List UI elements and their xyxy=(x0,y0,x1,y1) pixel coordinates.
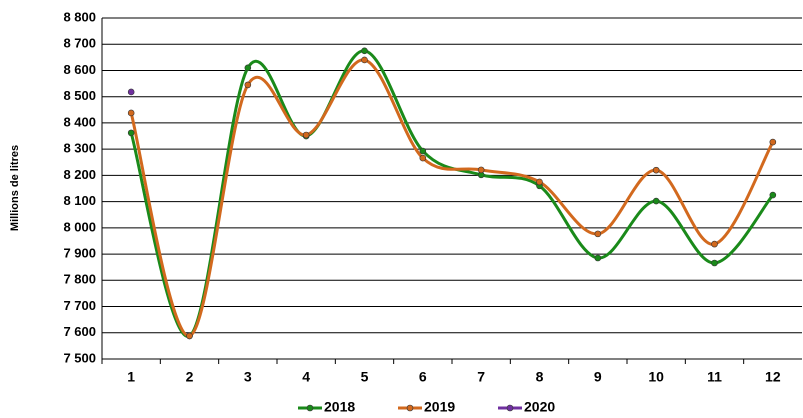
point xyxy=(711,259,718,267)
point xyxy=(361,56,368,64)
legend-label: 2020 xyxy=(524,399,555,415)
point xyxy=(594,254,602,262)
x-tick-label: 4 xyxy=(302,369,310,385)
point xyxy=(536,178,543,186)
point xyxy=(419,147,427,155)
point xyxy=(477,166,485,174)
point xyxy=(711,240,718,248)
x-tick-label: 9 xyxy=(594,369,602,385)
y-axis-title: Millions de litres xyxy=(9,145,21,231)
legend-marker xyxy=(506,404,514,412)
y-tick-label: 8 100 xyxy=(63,193,96,208)
y-tick-label: 7 500 xyxy=(63,350,96,365)
y-tick-label: 7 900 xyxy=(63,246,96,261)
x-tick-label: 7 xyxy=(477,369,485,385)
point xyxy=(244,64,252,72)
y-tick-label: 7 600 xyxy=(63,324,96,339)
point xyxy=(361,47,368,55)
point xyxy=(127,109,135,117)
point xyxy=(127,88,135,96)
legend-marker xyxy=(406,404,414,412)
series-line xyxy=(129,58,775,338)
y-tick-label: 7 800 xyxy=(63,272,96,287)
point xyxy=(769,191,777,199)
x-tick-label: 6 xyxy=(419,369,427,385)
x-tick-label: 2 xyxy=(186,369,194,385)
y-tick-label: 8 400 xyxy=(63,114,96,129)
x-tick-label: 11 xyxy=(707,369,722,385)
point xyxy=(186,332,193,340)
x-tick-label: 3 xyxy=(244,369,252,385)
x-tick-label: 8 xyxy=(536,369,544,385)
x-tick-label: 10 xyxy=(648,369,664,385)
point xyxy=(769,138,777,146)
point xyxy=(652,166,660,174)
y-tick-label: 8 700 xyxy=(63,36,96,51)
point xyxy=(127,129,135,137)
point xyxy=(244,81,252,89)
point xyxy=(594,230,602,238)
y-tick-label: 7 700 xyxy=(63,298,96,313)
x-tick-label: 12 xyxy=(765,369,781,385)
point xyxy=(302,131,310,139)
y-tick-label: 8 500 xyxy=(63,88,96,103)
legend-marker xyxy=(306,404,314,412)
y-tick-label: 8 600 xyxy=(63,62,96,77)
y-tick-label: 8 800 xyxy=(63,9,96,24)
x-tick-label: 1 xyxy=(127,369,135,385)
y-tick-label: 8 300 xyxy=(63,141,96,156)
y-tick-label: 8 200 xyxy=(63,167,96,182)
point xyxy=(419,154,427,162)
x-tick-label: 5 xyxy=(361,369,369,385)
y-tick-label: 8 000 xyxy=(63,219,96,234)
legend-label: 2019 xyxy=(424,399,455,415)
point xyxy=(652,197,660,205)
legend-label: 2018 xyxy=(324,399,355,415)
